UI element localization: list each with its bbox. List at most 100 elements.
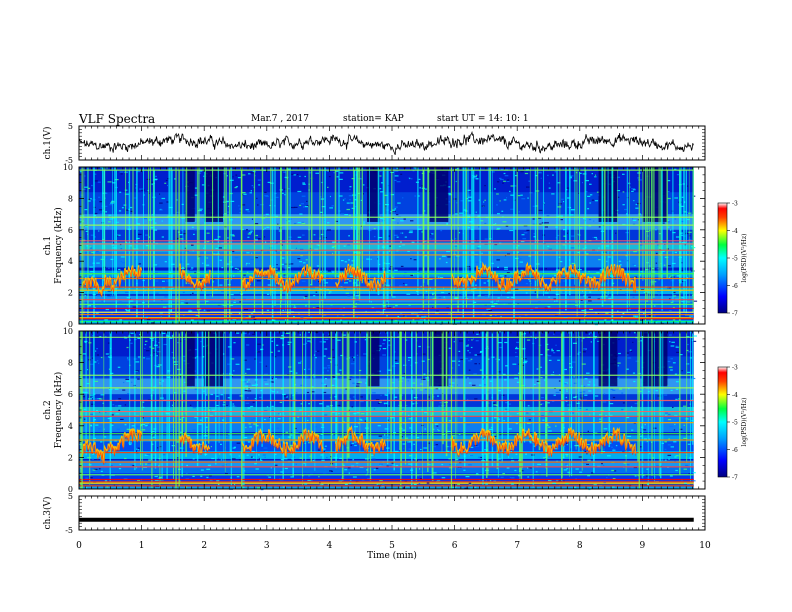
noise-speckle [140,424,143,426]
noise-speckle [612,396,616,399]
noise-speckle [264,191,267,193]
noise-speckle [466,424,470,426]
noise-speckle [559,389,561,391]
noise-speckle [634,475,637,477]
noise-speckle [439,277,444,279]
noise-speckle [668,458,670,460]
noise-speckle [436,425,439,427]
noise-speckle [686,277,689,279]
noise-speckle [621,316,623,318]
noise-speckle [107,295,111,298]
xtick-label: 2 [201,541,207,551]
noise-speckle [354,199,357,201]
noise-speckle [131,381,133,383]
noise-speckle [118,210,122,212]
noise-speckle [588,300,592,302]
noise-speckle [382,305,386,307]
noise-speckle [669,306,673,308]
noise-speckle [414,458,417,460]
noise-speckle [473,301,477,303]
noise-speckle [404,272,407,274]
noise-speckle [450,217,452,219]
noise-speckle [517,195,521,197]
noise-speckle [547,426,551,428]
noise-speckle [344,282,348,284]
noise-speckle [411,178,413,180]
noise-speckle [552,371,554,373]
noise-speckle [199,419,202,421]
noise-speckle [648,453,651,455]
noise-speckle [275,268,278,270]
noise-speckle [381,483,385,485]
noise-speckle [295,247,297,249]
noise-speckle [589,332,593,334]
noise-speckle [597,340,600,342]
noise-speckle [420,383,424,385]
noise-speckle [124,404,127,406]
noise-speckle [581,309,585,312]
noise-band [79,295,694,303]
noise-speckle [248,232,252,234]
noise-speckle [404,437,409,439]
noise-speckle [232,275,235,277]
noise-speckle [249,426,252,428]
noise-speckle [313,234,316,236]
noise-speckle [295,463,297,465]
noise-speckle [691,480,696,482]
noise-speckle [473,176,477,178]
noise-speckle [492,434,496,436]
noise-speckle [105,411,107,413]
noise-speckle [220,443,222,445]
noise-speckle [282,393,286,395]
noise-speckle [427,204,432,206]
noise-speckle [677,468,680,470]
noise-speckle [246,388,248,390]
noise-speckle [161,220,163,222]
noise-speckle [387,283,391,285]
noise-speckle [127,393,130,395]
noise-speckle [207,464,211,466]
noise-speckle [527,197,529,199]
noise-speckle [658,261,662,263]
noise-speckle [400,487,403,489]
noise-speckle [464,358,469,360]
noise-speckle [159,202,163,204]
noise-speckle [525,283,528,285]
noise-speckle [582,337,585,339]
noise-speckle [132,306,137,308]
noise-speckle [207,269,211,271]
noise-speckle [667,444,671,446]
noise-speckle [255,468,259,470]
noise-speckle [419,478,423,480]
noise-speckle [521,470,524,472]
noise-speckle [675,469,678,472]
noise-speckle [454,296,459,298]
noise-speckle [128,442,132,444]
noise-speckle [373,408,376,410]
noise-speckle [569,214,574,216]
noise-speckle [671,262,676,265]
noise-speckle [167,275,170,277]
noise-speckle [264,319,268,321]
noise-speckle [148,236,151,238]
noise-speckle [84,295,87,297]
noise-speckle [477,295,481,297]
noise-speckle [287,267,291,269]
noise-speckle [173,424,177,426]
noise-speckle [470,446,474,448]
noise-speckle [474,486,477,488]
noise-speckle [615,305,618,307]
noise-speckle [583,263,586,265]
noise-speckle [674,251,677,254]
noise-speckle [551,350,554,352]
noise-speckle [234,484,236,486]
noise-speckle [302,262,306,264]
noise-speckle [458,232,461,234]
noise-speckle [96,262,100,264]
noise-speckle [662,222,665,224]
noise-speckle [664,441,667,443]
noise-speckle [87,187,91,189]
noise-speckle [84,277,87,279]
noise-speckle [530,335,532,337]
noise-speckle [269,182,274,184]
